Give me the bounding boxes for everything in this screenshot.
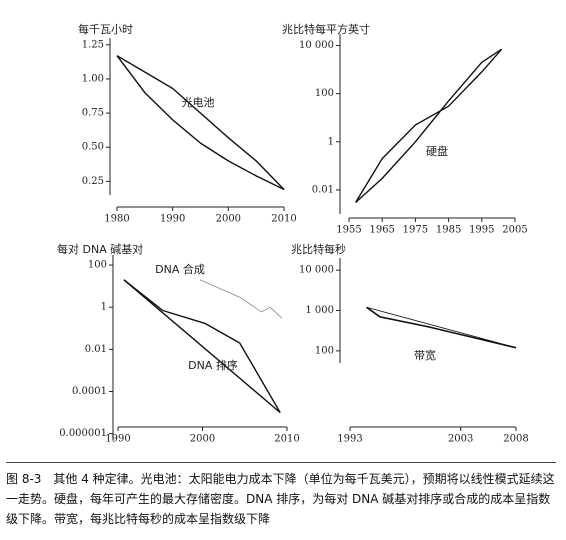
x-tick-label: 1955: [336, 225, 361, 236]
x-tick-label: 1995: [469, 225, 494, 236]
line-series: [355, 48, 503, 203]
x-tick-label: 1965: [369, 225, 394, 236]
x-tick-label: 2008: [503, 434, 528, 445]
x-tick-label: 2010: [271, 214, 296, 225]
line-series: [123, 279, 281, 413]
y-tick-label: 0.50: [82, 142, 104, 153]
x-tick-label: 1990: [105, 434, 130, 445]
caption: 图 8-3 其他 4 种定律。光电池：太阳能电力成本下降（单位为每千瓦美元），预…: [6, 462, 556, 529]
x-tick-label: 1990: [160, 214, 185, 225]
x-tick-label: 2000: [190, 434, 215, 445]
x-tick-label: 2000: [216, 214, 241, 225]
y-tick-label: 1: [328, 136, 334, 147]
y-tick-label: 100: [88, 260, 107, 271]
x-tick-label: 1980: [104, 214, 129, 225]
y-tick-label: 0.75: [82, 108, 104, 119]
line-series: [123, 279, 281, 414]
y-tick-label: 0.000001: [59, 428, 107, 439]
chart-title: 每千瓦小时: [78, 22, 133, 36]
line-series: [355, 48, 503, 204]
annotation: 硬盘: [426, 144, 448, 158]
annotation: DNA 合成: [155, 262, 205, 276]
chart-title: 兆比特每平方英寸: [282, 22, 370, 36]
y-tick-label: 0.0001: [72, 386, 107, 397]
y-tick-label: 1: [101, 302, 107, 313]
y-tick-label: 100: [315, 345, 334, 356]
line-series: [116, 55, 285, 190]
x-tick-label: 2010: [274, 434, 299, 445]
x-tick-label: 2003: [448, 434, 473, 445]
line-series: [366, 306, 517, 349]
x-tick-label: 1985: [436, 225, 461, 236]
x-tick-label: 1993: [337, 434, 362, 445]
annotation: 带宽: [414, 348, 436, 362]
chart-title: 兆比特每秒: [291, 242, 346, 256]
y-tick-label: 1.00: [82, 73, 104, 84]
y-tick-label: 1.25: [82, 39, 104, 50]
y-tick-label: 0.01: [85, 344, 107, 355]
x-tick-label: 1975: [403, 225, 428, 236]
x-tick-label: 2005: [502, 225, 527, 236]
line-series: [199, 279, 283, 319]
annotation: DNA 排序: [188, 358, 238, 372]
y-tick-label: 10 000: [299, 265, 334, 276]
y-tick-label: 0.25: [82, 176, 104, 187]
line-series: [116, 55, 285, 191]
annotation: 光电池: [182, 95, 215, 109]
y-tick-label: 1 000: [305, 305, 334, 316]
y-tick-label: 0.01: [312, 184, 334, 195]
line-series: [366, 306, 517, 349]
charts: 每千瓦小时 1.25 1.00 0.75 0.50 0.25 1980 1990 2000 201…: [57, 22, 529, 445]
y-tick-label: 100: [315, 88, 334, 99]
chart-title: 每对 DNA 碱基对: [57, 242, 143, 256]
y-tick-label: 10 000: [299, 40, 334, 51]
